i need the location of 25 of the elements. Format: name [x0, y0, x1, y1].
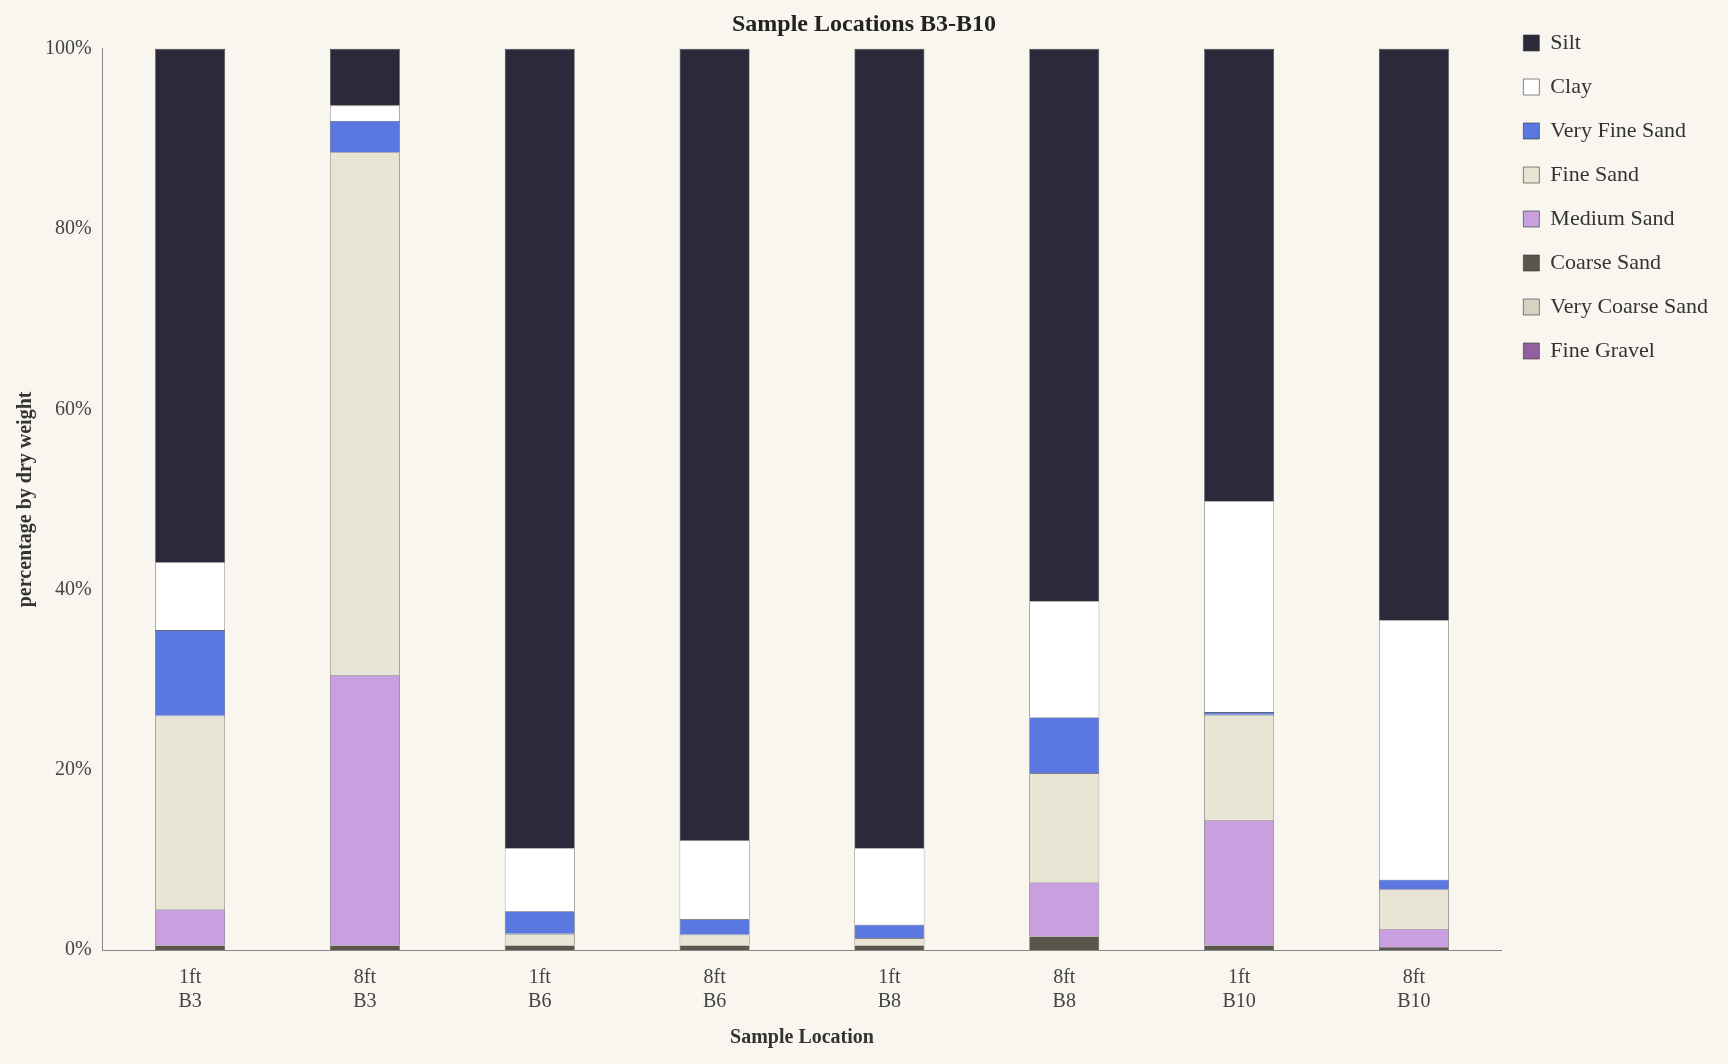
legend-label: Medium Sand [1550, 204, 1675, 230]
legend-label: Silt [1550, 28, 1581, 54]
x-tick-label: 8ft B6 [702, 965, 727, 1012]
x-tick-label: 8ft B3 [353, 965, 377, 1012]
y-tick-label: 40% [54, 576, 92, 599]
y-tick-label: 20% [54, 757, 92, 780]
y-tick-label: 60% [54, 396, 92, 419]
x-tick-label: 8ft B8 [1052, 965, 1076, 1012]
legend-label: Very Coarse Sand [1550, 292, 1709, 318]
x-tick-label: 1ft B3 [178, 965, 202, 1012]
y-tick-label: 80% [54, 216, 92, 239]
legend-label: Fine Gravel [1550, 336, 1655, 362]
y-tick-label: 0% [64, 937, 92, 960]
legend-label: Clay [1550, 72, 1592, 98]
x-tick-label: 1ft B6 [528, 965, 552, 1012]
y-axis-title: percentage by dry weight [13, 391, 37, 608]
legend-label: Coarse Sand [1550, 248, 1661, 274]
x-tick-label: 8ft B10 [1397, 965, 1431, 1012]
chart-title: Sample Locations B3-B10 [731, 9, 997, 36]
x-tick-label: 1ft B10 [1222, 965, 1256, 1012]
legend-label: Fine Sand [1550, 160, 1639, 186]
x-tick-label: 1ft B8 [877, 965, 902, 1012]
y-tick-label: 100% [44, 36, 92, 59]
x-axis-title: Sample Location [730, 1025, 874, 1049]
legend-label: Very Fine Sand [1550, 116, 1687, 142]
